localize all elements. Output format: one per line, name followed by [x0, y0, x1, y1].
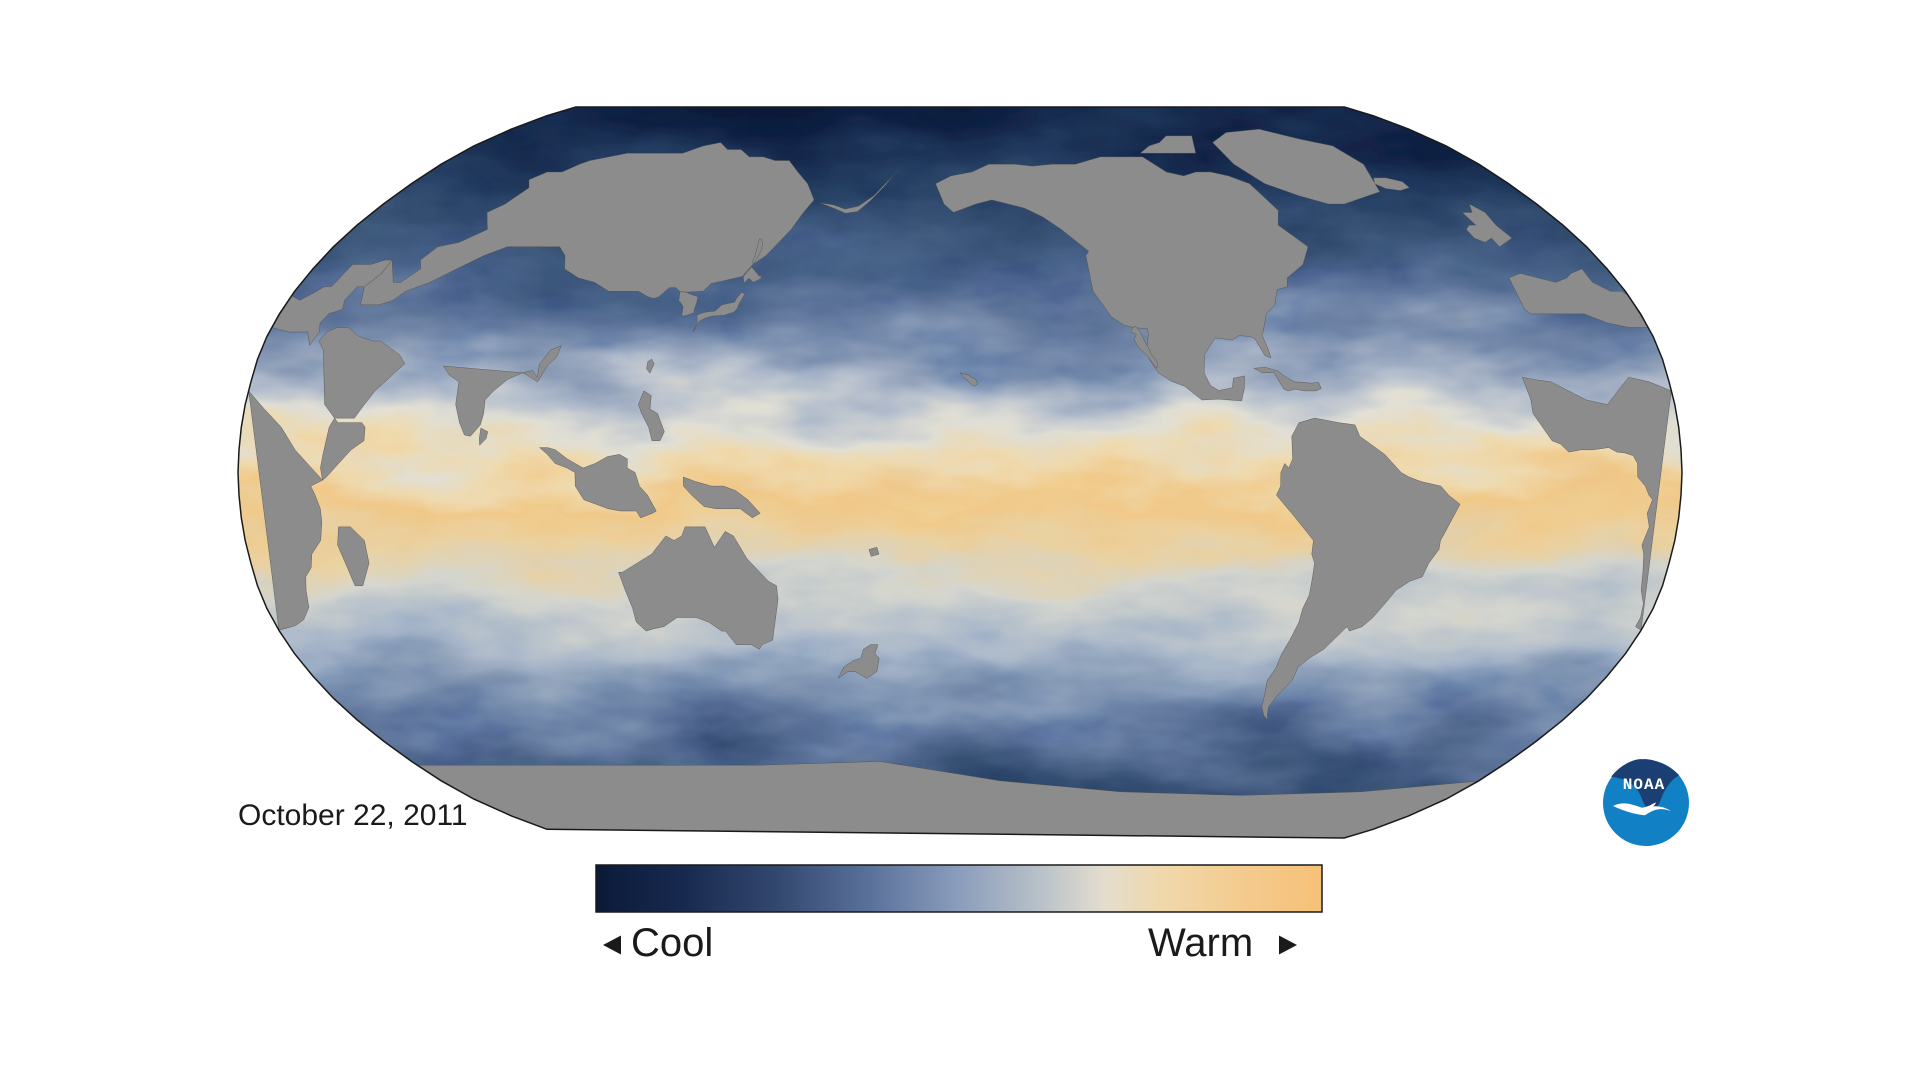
svg-text:October 22, 2011: October 22, 2011 [238, 799, 468, 832]
svg-text:Cool: Cool [631, 921, 713, 965]
svg-text:NOAA: NOAA [1623, 776, 1665, 794]
svg-text:Warm: Warm [1148, 921, 1253, 965]
